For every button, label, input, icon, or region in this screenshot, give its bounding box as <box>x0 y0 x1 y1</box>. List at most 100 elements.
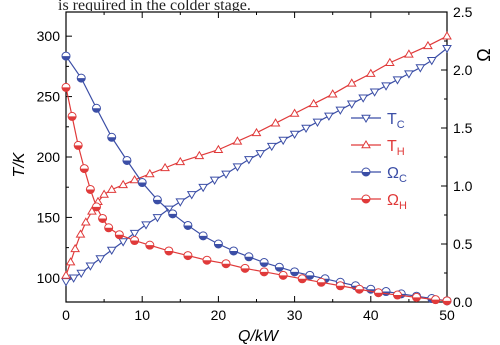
data-point <box>194 150 205 160</box>
marker-fill <box>222 263 231 268</box>
data-point <box>67 111 77 121</box>
data-point <box>274 262 284 272</box>
y-tick-label-left: 300 <box>37 28 61 44</box>
data-point <box>106 246 117 256</box>
data-point <box>118 238 129 247</box>
data-point <box>79 164 89 174</box>
data-point <box>61 51 71 61</box>
data-point <box>312 118 323 127</box>
marker-fill <box>80 168 89 173</box>
data-point <box>152 195 162 205</box>
marker-fill <box>336 285 345 290</box>
marker-fill <box>260 271 269 276</box>
marker-fill <box>241 268 250 273</box>
data-point <box>392 290 402 300</box>
marker-fill <box>229 250 238 255</box>
data-point <box>145 240 155 250</box>
marker-fill <box>279 275 288 280</box>
data-point <box>118 179 129 189</box>
marker-fill <box>393 295 402 300</box>
marker-fill <box>183 225 192 230</box>
data-point <box>346 78 357 87</box>
data-point <box>270 118 281 127</box>
data-point <box>316 277 326 287</box>
legend-entry: ΩH <box>351 192 407 212</box>
data-point <box>61 82 71 92</box>
data-point <box>289 108 300 117</box>
data-point <box>221 170 231 179</box>
data-point <box>98 213 108 223</box>
legend-entry: TC <box>351 111 405 131</box>
marker-fill <box>107 137 116 142</box>
legend-marker <box>361 167 371 177</box>
data-point <box>221 259 231 269</box>
data-point <box>369 88 380 97</box>
data-point <box>327 89 338 98</box>
marker-fill <box>145 245 154 250</box>
legend-label-subscript: H <box>397 146 405 158</box>
data-point <box>186 191 197 200</box>
data-point <box>95 255 106 264</box>
data-point <box>232 163 243 172</box>
data-point <box>160 162 170 172</box>
series-t-h <box>61 31 452 279</box>
data-point <box>229 246 239 256</box>
data-point <box>232 136 243 145</box>
data-point <box>255 150 266 159</box>
data-point <box>61 278 71 287</box>
legend-label-main: T <box>387 111 397 128</box>
x-tick-label: 40 <box>363 307 379 323</box>
data-point <box>358 94 369 103</box>
data-point <box>278 136 289 146</box>
data-point <box>141 221 151 230</box>
marker-fill <box>275 267 284 272</box>
legend-label-subscript: C <box>399 173 407 185</box>
marker-fill <box>130 240 139 245</box>
marker-fill <box>199 235 208 240</box>
marker-fill <box>86 189 95 194</box>
x-tick-label: 30 <box>287 307 303 323</box>
series-line <box>65 35 448 276</box>
data-point <box>384 57 395 67</box>
y-tick-label-left: 150 <box>37 209 61 225</box>
marker-fill <box>168 213 177 218</box>
caption-fragment: is required in the colder stage. <box>58 0 251 11</box>
x-tick-label: 50 <box>439 307 455 323</box>
marker-fill <box>317 282 326 287</box>
x-tick-label: 0 <box>62 307 70 323</box>
y-tick-label-right: 2.0 <box>453 62 473 78</box>
data-point <box>122 155 132 165</box>
marker-fill <box>374 292 383 297</box>
data-point <box>129 229 140 239</box>
data-point <box>308 98 319 108</box>
data-point <box>168 209 178 219</box>
data-point <box>426 57 437 66</box>
data-point <box>354 284 364 294</box>
data-point <box>76 73 86 83</box>
data-point <box>209 176 220 185</box>
data-point <box>290 267 300 277</box>
data-point <box>202 255 212 265</box>
data-point <box>335 106 346 115</box>
marker-fill <box>98 218 107 223</box>
data-point <box>114 230 124 240</box>
y-tick-label-right: 0.5 <box>453 236 473 252</box>
x-tick-label: 10 <box>134 307 150 323</box>
plot-border <box>65 11 448 303</box>
data-point <box>244 156 254 165</box>
data-point <box>305 270 315 280</box>
axes: 0 10 20 30 40 50 100 150 200 250 300 0.0 0.5 1.0 1.5 2.… <box>37 4 473 323</box>
marker-fill <box>298 278 307 283</box>
data-point <box>130 236 140 246</box>
data-point <box>73 140 83 150</box>
data-point <box>144 168 155 178</box>
data-point <box>244 252 254 262</box>
data-point <box>365 68 376 77</box>
marker-fill <box>74 145 83 150</box>
data-point <box>392 76 403 85</box>
data-point <box>278 270 288 280</box>
legend-label-subscript: H <box>399 200 407 212</box>
data-point <box>87 206 97 215</box>
legend-label-subscript: C <box>397 119 405 131</box>
